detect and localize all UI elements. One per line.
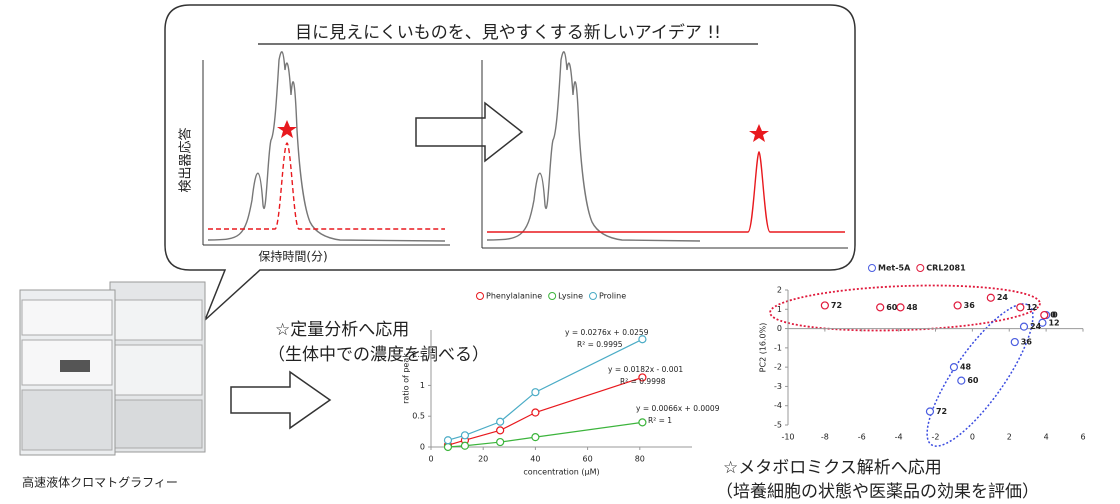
y-tick-label: 0.5 (412, 412, 425, 421)
data-point (987, 294, 994, 301)
data-point (877, 304, 884, 311)
point-label: 72 (831, 301, 842, 310)
legend-marker (477, 293, 484, 300)
y-tick-label: 1 (777, 305, 782, 314)
quant-subheading: （生体中での濃度を調べる） (268, 345, 489, 365)
x-tick-label: -2 (932, 433, 940, 442)
data-point (958, 377, 965, 384)
equation: y = 0.0066x + 0.0009 (636, 404, 720, 413)
x-tick-label: 40 (530, 455, 540, 464)
metabolomics-subheading: （培養細胞の状態や医薬品の効果を評価） (716, 482, 1039, 502)
data-point (897, 304, 904, 311)
y-tick-label: 0 (777, 324, 782, 333)
data-point (532, 389, 539, 396)
point-label: 48 (906, 303, 918, 312)
x-tick-label: -6 (858, 433, 866, 442)
x-tick-label: 0 (428, 455, 433, 464)
data-point (1021, 323, 1028, 330)
x-tick-label: 6 (1080, 433, 1085, 442)
y-tick-label: 1.5 (412, 350, 425, 359)
data-point (954, 302, 961, 309)
point-label: 12 (1026, 303, 1037, 312)
x-tick-label: 0 (970, 433, 975, 442)
point-label: 60 (886, 303, 898, 312)
data-point (1041, 312, 1048, 319)
y-tick-label: -1 (774, 343, 782, 352)
point-label: 12 (1048, 318, 1059, 327)
data-point (444, 444, 451, 451)
legend-marker (590, 293, 597, 300)
r-squared: R² = 0.9995 (577, 340, 623, 349)
legend-marker (549, 293, 556, 300)
data-point (1011, 339, 1018, 346)
data-point (926, 408, 933, 415)
y-tick-label: -5 (774, 421, 782, 430)
trend-line (448, 422, 642, 447)
data-point (639, 419, 646, 426)
equation: y = 0.0276x + 0.0259 (565, 328, 649, 337)
callout-title: 目に見えにくいものを、見やすくする新しいアイデア !! (295, 22, 721, 43)
point-label: 36 (964, 301, 976, 310)
y-tick-label: -2 (774, 363, 782, 372)
x-tick-label: 4 (1044, 433, 1049, 442)
legend-label: Lysine (558, 292, 583, 301)
legend-label: CRL2081 (926, 264, 966, 273)
y-tick-label: 1 (420, 381, 425, 390)
legend-label: Phenylalanine (486, 292, 542, 301)
arrow (231, 372, 330, 428)
data-point (532, 434, 539, 441)
page: { "callout": {"title": "目に見えにくいものを、見やすくす… (0, 0, 1120, 504)
data-point (497, 439, 504, 446)
quant-heading: ☆定量分析へ応用 (275, 320, 409, 340)
point-label: 24 (997, 293, 1009, 302)
group-ellipse (769, 281, 1040, 334)
metabolomics-heading: ☆メタボロミクス解析へ応用 (723, 458, 942, 478)
data-point (444, 437, 451, 444)
data-point (1017, 304, 1024, 311)
data-point (461, 442, 468, 449)
legend-marker (869, 265, 876, 272)
x-tick-label: 2 (1007, 433, 1012, 442)
x-tick-label: 80 (635, 455, 645, 464)
equation: y = 0.0182x - 0.001 (608, 365, 683, 374)
x-tick-label: -8 (821, 433, 829, 442)
x-tick-label: 20 (478, 455, 488, 464)
y-axis-label: 検出器応答 (178, 127, 194, 192)
legend-label: Proline (599, 292, 626, 301)
point-label: 72 (936, 407, 947, 416)
point-label: 0 (1050, 311, 1056, 320)
instrument-label: 高速液体クロマトグラフィー (22, 475, 178, 490)
x-tick-label: 60 (583, 455, 593, 464)
data-point (497, 418, 504, 425)
x-axis-label: 保持時間(分) (258, 249, 327, 264)
point-label: 48 (960, 363, 972, 372)
point-label: 24 (1030, 322, 1042, 331)
x-tick-label: -4 (895, 433, 903, 442)
point-label: 60 (967, 376, 979, 385)
r-squared: R² = 0.9998 (620, 377, 666, 386)
y-tick-label: 0 (420, 443, 425, 452)
data-point (532, 409, 539, 416)
data-point (821, 302, 828, 309)
legend-label: Met-5A (878, 264, 911, 273)
data-point (950, 364, 957, 371)
legend-marker (917, 265, 924, 272)
point-label: 36 (1021, 338, 1033, 347)
x-tick-label: -10 (781, 433, 794, 442)
hplc-instrument (20, 282, 205, 455)
y-tick-label: -4 (774, 401, 782, 410)
y-axis-label: PC2 (16.0%) (759, 323, 768, 373)
x-axis-label: concentration (μM) (523, 468, 599, 477)
data-point (461, 432, 468, 439)
y-tick-label: -3 (774, 382, 782, 391)
y-tick-label: 2 (777, 286, 782, 295)
data-point (497, 427, 504, 434)
r-squared: R² = 1 (648, 416, 672, 425)
y-axis-label: ratio of peak (402, 353, 411, 404)
slide: 目に見えにくいものを、見やすくする新しいアイデア !! 検出器応答 保持時間(分… (0, 0, 1120, 504)
